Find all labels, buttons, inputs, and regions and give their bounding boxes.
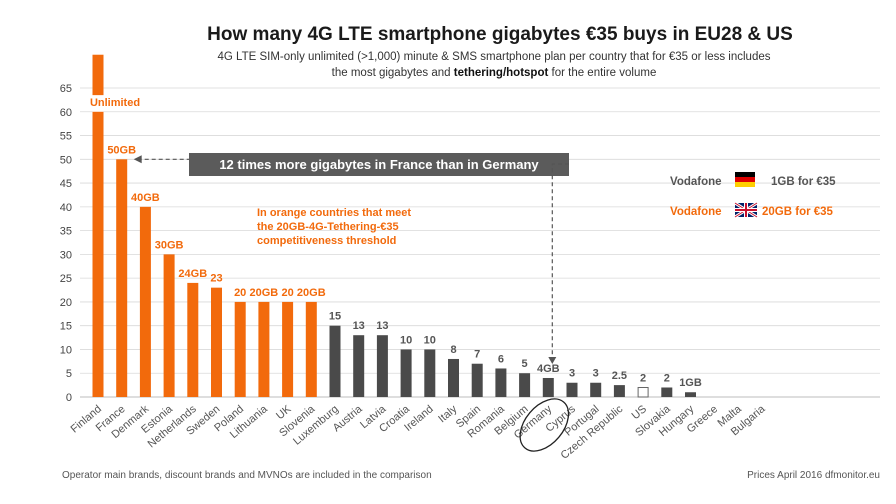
chart-title: How many 4G LTE smartphone gigabytes €35… [207,24,793,45]
bar-germany [542,377,554,397]
y-tick-label: 20 [60,297,72,309]
data-label: 1GB [679,377,702,389]
y-tick-label: 30 [60,249,72,261]
y-tick-label: 65 [60,83,72,95]
y-tick-label: 55 [60,131,72,143]
bar-czech-republic [613,385,625,397]
data-label: 10 [424,334,436,346]
legend-brand-2: Vodafone [670,206,722,218]
footnote-left: Operator main brands, discount brands an… [62,470,432,481]
bar-estonia [163,254,175,397]
bar-sweden [211,287,222,397]
bars [92,54,696,398]
data-label: 30GB [155,239,184,251]
y-tick-label: 5 [66,368,72,380]
data-label: 15 [329,311,341,323]
bar-austria [353,335,365,397]
bar-spain [471,363,483,397]
subtitle-post: for the entire volume [548,67,656,79]
legend-text-2: 20GB for €35 [762,206,834,218]
legend-text-1: 1GB for €35 [771,176,836,188]
data-label: 5 [522,358,528,370]
y-tick-label: 50 [60,154,72,166]
y-tick-label: 15 [60,321,72,333]
annotation-note-line1: In orange countries that meet [257,207,411,219]
bar-poland [234,301,246,397]
bar-croatia [400,349,412,397]
y-tick-label: 35 [60,226,72,238]
subtitle-bold: tethering/hotspot [454,67,549,79]
germany-flag-icon [735,172,755,187]
bar-portugal [590,382,602,397]
bar-netherlands [187,282,199,397]
y-tick-label: 40 [60,202,72,214]
data-label: 3 [569,368,575,380]
legend-brand-1: Vodafone [670,176,722,188]
bar-slovenia [305,301,317,397]
annotation-note-line2: the 20GB-4G-Tethering-€35 [257,221,399,233]
chart-subtitle-line1: 4G LTE SIM-only unlimited (>1,000) minut… [217,51,770,63]
uk-flag-icon [734,201,758,219]
bar-lithuania [258,301,270,397]
bar-denmark [139,206,151,397]
data-label: 20GB [297,287,326,299]
y-tick-label: 25 [60,273,72,285]
data-label: 50GB [107,144,136,156]
bar-finland [92,54,104,397]
bar-us [637,386,649,398]
bar-uk [282,301,294,397]
data-label: 23 [210,273,222,285]
y-tick-label: 10 [60,344,72,356]
chart-subtitle-line2: the most gigabytes and tethering/hotspot… [332,67,657,79]
y-tick-label: 0 [66,392,72,404]
data-label: 2.5 [612,370,627,382]
data-label: 13 [376,320,388,332]
bar-ireland [424,349,436,397]
data-label: 20GB [250,287,279,299]
bar-italy [448,358,459,397]
data-label: 2 [640,372,646,384]
annotation-banner [189,153,569,176]
annotation-banner-group: 12 times more gigabytes in France than i… [133,153,569,364]
x-axis-labels: FinlandFranceDenmarkEstoniaNetherlandsSw… [69,403,769,462]
data-label: 40GB [131,192,160,204]
bar-slovakia [661,387,673,397]
data-label: 10 [400,334,412,346]
y-tick-label: 60 [60,107,72,119]
data-label: 7 [474,349,480,361]
bar-hungary [685,392,696,397]
annotation-banner-text: 12 times more gigabytes in France than i… [219,157,539,172]
subtitle-pre: the most gigabytes and [332,67,454,79]
legend: Vodafone 1GB for €35 Vodafone 20GB for €… [670,172,836,219]
data-label: 20 [234,287,246,299]
data-label: 13 [353,320,365,332]
data-label: Unlimited [90,97,140,109]
bar-france [116,159,128,397]
y-tick-label: 45 [60,178,72,190]
data-label: 3 [593,368,599,380]
bar-belgium [519,373,531,397]
footnote-right: Prices April 2016 dfmonitor.eu [747,470,880,481]
germany-highlight-circle [519,398,570,452]
annotation-arrowhead-icon [133,155,142,164]
data-label: 24GB [178,268,207,280]
data-label: 8 [450,344,456,356]
annotation-arrowhead-down-icon [548,356,557,364]
annotation-dashed-connector-right [551,163,569,358]
bar-luxemburg [329,325,341,397]
gridlines [80,87,880,374]
data-label: 20 [281,287,293,299]
annotation-note-line3: competitiveness threshold [257,235,396,247]
data-label: 4GB [537,363,560,375]
bar-finland-break [92,95,104,112]
data-label: 2 [664,372,670,384]
bar-cyprus [566,382,578,397]
bar-romania [495,368,507,397]
bar-latvia [376,335,388,397]
data-label: 6 [498,353,504,365]
